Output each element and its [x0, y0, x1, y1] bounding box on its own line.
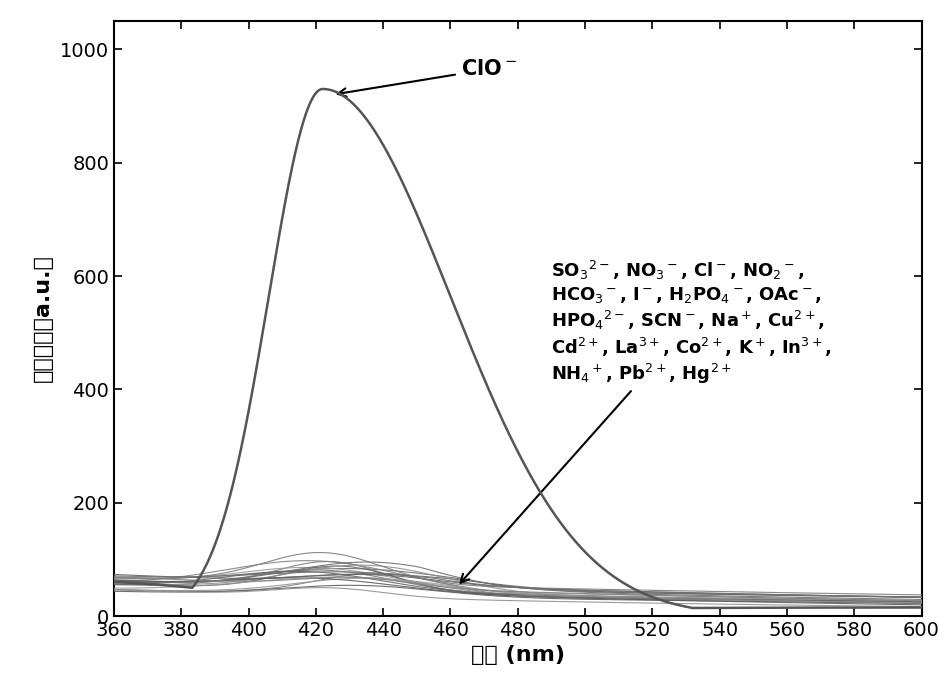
Text: SO$_3$$^{2-}$, NO$_3$$^-$, Cl$^-$, NO$_2$$^-$,
HCO$_3$$^-$, I$^-$, H$_2$PO$_4$$^: SO$_3$$^{2-}$, NO$_3$$^-$, Cl$^-$, NO$_2… [461, 259, 832, 582]
Y-axis label: 荧光强度（a.u.）: 荧光强度（a.u.） [33, 255, 53, 382]
Text: ClO$^-$: ClO$^-$ [338, 60, 517, 97]
X-axis label: 波长 (nm): 波长 (nm) [471, 645, 564, 666]
